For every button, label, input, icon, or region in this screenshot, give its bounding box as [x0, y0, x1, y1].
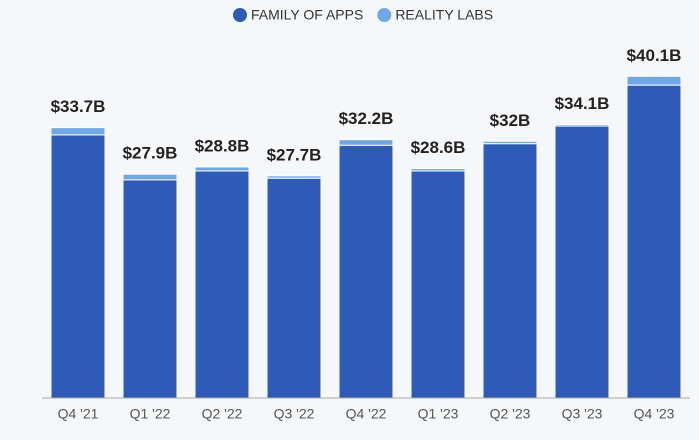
x-tick-label: Q4 '23 — [634, 406, 675, 422]
bar-segment — [554, 125, 610, 399]
bar-segment — [194, 170, 250, 399]
bar-segment — [554, 123, 610, 127]
bar-segment — [410, 170, 466, 399]
bar-segment — [410, 168, 466, 172]
legend-label: REALITY LABS — [395, 7, 493, 23]
bar-segment — [482, 143, 538, 399]
total-label: $33.7B — [51, 97, 106, 116]
x-tick-label: Q2 '22 — [202, 406, 243, 422]
bar-segment — [338, 139, 394, 146]
total-label: $27.9B — [123, 144, 178, 163]
bar-segment — [338, 144, 394, 399]
bar-segment — [482, 140, 538, 145]
bar-segment — [122, 173, 178, 181]
bar-segment — [50, 134, 106, 399]
total-label: $32B — [490, 111, 531, 130]
x-tick-label: Q1 '23 — [418, 406, 459, 422]
x-tick-label: Q4 '22 — [346, 406, 387, 422]
total-label: $27.7B — [267, 145, 322, 164]
bar-segment — [626, 84, 682, 399]
total-label: $40.1B — [627, 46, 682, 65]
legend-label: FAMILY OF APPS — [251, 7, 363, 23]
bar-segment — [122, 179, 178, 399]
legend-swatch — [377, 8, 392, 22]
total-label: $34.1B — [555, 94, 610, 113]
bar-segment — [626, 75, 682, 86]
x-tick-label: Q4 '21 — [58, 406, 99, 422]
bar-segment — [266, 177, 322, 399]
bar-segment — [50, 127, 106, 136]
total-label: $28.6B — [411, 138, 466, 157]
x-tick-label: Q1 '22 — [130, 406, 171, 422]
bar-segment — [266, 175, 322, 179]
bar-segment — [194, 166, 250, 172]
x-tick-label: Q3 '23 — [562, 406, 603, 422]
legend-swatch — [233, 8, 247, 22]
total-label: $32.2B — [339, 109, 394, 128]
total-label: $28.8B — [195, 136, 250, 155]
x-tick-label: Q3 '22 — [274, 406, 315, 422]
x-tick-label: Q2 '23 — [490, 406, 531, 422]
